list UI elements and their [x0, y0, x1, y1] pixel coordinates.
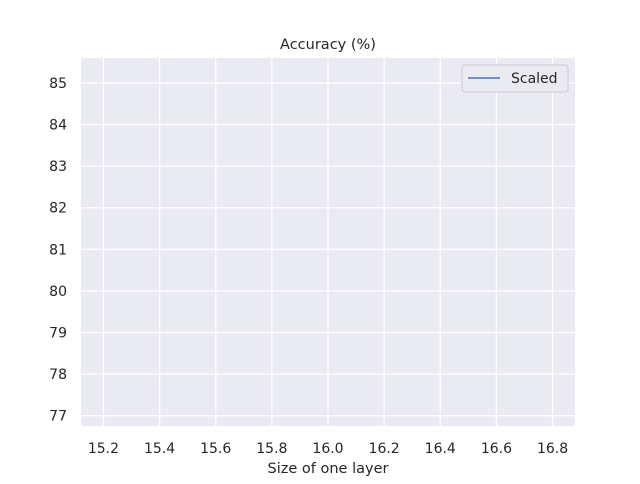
y-tick-label: 80	[49, 284, 67, 300]
y-tick-label: 83	[49, 159, 67, 175]
chart-title: Accuracy (%)	[280, 37, 376, 53]
x-tick-label: 16.8	[537, 441, 568, 457]
y-tick-label: 77	[49, 409, 67, 425]
legend-label: Scaled	[511, 71, 558, 87]
y-tick-label: 79	[49, 325, 67, 341]
y-tick-label: 84	[49, 118, 67, 134]
y-axis-ticks: 77 78 79 80 81 82 83 84 85	[49, 76, 67, 425]
y-tick-label: 82	[49, 201, 67, 217]
x-axis-ticks: 15.2 15.4 15.6 15.8 16.0 16.2 16.4 16.6 16.8	[88, 441, 568, 457]
x-tick-label: 15.2	[88, 441, 119, 457]
x-tick-label: 16.6	[481, 441, 512, 457]
x-tick-label: 15.6	[200, 441, 231, 457]
x-tick-label: 15.4	[144, 441, 175, 457]
legend: Scaled	[461, 64, 569, 93]
grid-lines	[81, 58, 575, 426]
x-tick-label: 16.2	[369, 441, 400, 457]
y-tick-label: 81	[49, 242, 67, 258]
y-tick-label: 85	[49, 76, 67, 92]
x-axis-label: Size of one layer	[268, 461, 389, 477]
legend-box	[461, 64, 569, 93]
x-tick-label: 15.8	[256, 441, 287, 457]
x-tick-label: 16.0	[312, 441, 343, 457]
y-tick-label: 78	[49, 367, 67, 383]
x-tick-label: 16.4	[425, 441, 456, 457]
